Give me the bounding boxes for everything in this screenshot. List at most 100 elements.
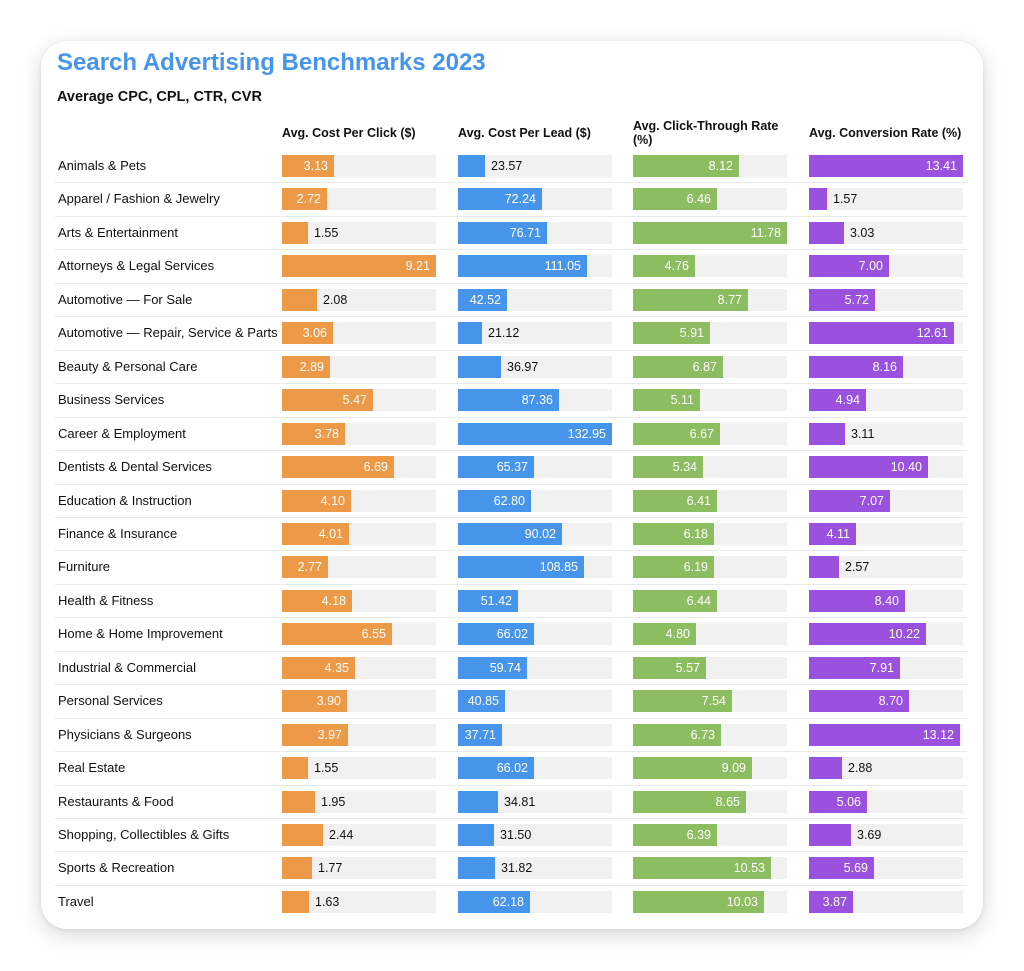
row-separator xyxy=(55,617,967,618)
cpl-value-label: 132.95 xyxy=(567,427,606,441)
cvr-value-label: 10.40 xyxy=(890,460,922,474)
cpl-value-label: 31.50 xyxy=(500,828,532,842)
cpl-bar-track: 51.42 xyxy=(458,590,612,612)
cpc-value-label: 3.90 xyxy=(316,694,341,708)
cvr-bar-track: 5.69 xyxy=(809,857,963,879)
cpl-bar xyxy=(458,188,542,210)
cpl-bar xyxy=(458,523,562,545)
cpl-bar-track: 66.02 xyxy=(458,623,612,645)
cpc-bar xyxy=(282,556,328,578)
cpl-value-label: 72.24 xyxy=(504,192,536,206)
cpl-bar xyxy=(458,322,482,344)
ctr-bar xyxy=(633,456,703,478)
cvr-value-label: 4.94 xyxy=(835,393,860,407)
cvr-bar xyxy=(809,556,839,578)
row-separator xyxy=(55,216,967,217)
cpl-bar-track: 21.12 xyxy=(458,322,612,344)
cvr-bar xyxy=(809,791,867,813)
cpc-bar-track: 9.21 xyxy=(282,255,436,277)
cpl-bar-track: 37.71 xyxy=(458,724,612,746)
cpl-bar-track: 65.37 xyxy=(458,456,612,478)
cvr-value-label: 1.57 xyxy=(833,192,858,206)
row-separator xyxy=(55,283,967,284)
ctr-bar-track: 6.19 xyxy=(633,556,787,578)
cvr-value-label: 7.07 xyxy=(859,494,884,508)
cvr-bar xyxy=(809,857,874,879)
row-separator xyxy=(55,751,967,752)
cpc-bar-track: 4.35 xyxy=(282,657,436,679)
cpc-bar xyxy=(282,623,392,645)
row-label: Business Services xyxy=(58,392,165,407)
ctr-bar-track: 4.76 xyxy=(633,255,787,277)
cpl-bar xyxy=(458,155,485,177)
cpl-bar xyxy=(458,255,587,277)
cpc-bar xyxy=(282,456,394,478)
cvr-bar xyxy=(809,590,905,612)
cvr-bar-track: 7.91 xyxy=(809,657,963,679)
cpl-value-label: 51.42 xyxy=(480,594,512,608)
cvr-value-label: 10.22 xyxy=(888,627,920,641)
cvr-bar-track: 4.11 xyxy=(809,523,963,545)
cvr-bar xyxy=(809,724,960,746)
cpl-value-label: 62.18 xyxy=(492,895,524,909)
cpl-bar xyxy=(458,657,527,679)
row-label: Animals & Pets xyxy=(58,158,147,173)
cpl-bar xyxy=(458,690,505,712)
cpl-bar xyxy=(458,456,534,478)
cpc-bar xyxy=(282,690,347,712)
cpl-bar xyxy=(458,791,498,813)
cpc-bar xyxy=(282,824,323,846)
cpc-bar xyxy=(282,289,317,311)
ctr-bar xyxy=(633,523,714,545)
row-label: Arts & Entertainment xyxy=(58,225,178,240)
cpc-bar-track: 4.18 xyxy=(282,590,436,612)
cpc-value-label: 3.13 xyxy=(303,159,328,173)
ctr-value-label: 8.12 xyxy=(708,159,733,173)
ctr-bar xyxy=(633,623,696,645)
ctr-bar-track: 5.34 xyxy=(633,456,787,478)
cvr-bar xyxy=(809,690,909,712)
cvr-bar-track: 13.41 xyxy=(809,155,963,177)
cvr-value-label: 8.40 xyxy=(874,594,899,608)
ctr-value-label: 6.46 xyxy=(686,192,711,206)
ctr-bar-track: 11.78 xyxy=(633,222,787,244)
row-separator xyxy=(55,550,967,551)
cpc-bar-track: 1.63 xyxy=(282,891,436,913)
ctr-bar-track: 9.09 xyxy=(633,757,787,779)
cpl-bar-track: 66.02 xyxy=(458,757,612,779)
cvr-bar-track: 5.72 xyxy=(809,289,963,311)
cvr-bar-track: 12.61 xyxy=(809,322,963,344)
ctr-value-label: 4.76 xyxy=(664,259,689,273)
cvr-bar-track: 3.11 xyxy=(809,423,963,445)
cpc-value-label: 4.18 xyxy=(321,594,346,608)
cvr-bar-track: 3.03 xyxy=(809,222,963,244)
cpc-bar-track: 1.55 xyxy=(282,757,436,779)
ctr-bar-track: 5.91 xyxy=(633,322,787,344)
row-label: Sports & Recreation xyxy=(58,860,175,875)
row-label: Attorneys & Legal Services xyxy=(58,258,215,273)
cvr-bar xyxy=(809,423,845,445)
row-label: Restaurants & Food xyxy=(58,794,174,809)
cpl-bar xyxy=(458,891,530,913)
cpc-value-label: 5.47 xyxy=(342,393,367,407)
row-separator xyxy=(55,450,967,451)
cvr-value-label: 7.91 xyxy=(869,661,894,675)
cpc-bar-track: 3.97 xyxy=(282,724,436,746)
row-label: Automotive — For Sale xyxy=(58,292,193,307)
cpc-value-label: 2.89 xyxy=(299,360,324,374)
cpl-value-label: 23.57 xyxy=(491,159,523,173)
cvr-value-label: 5.06 xyxy=(836,795,861,809)
cpc-bar-track: 1.95 xyxy=(282,791,436,813)
cpl-value-label: 66.02 xyxy=(496,761,528,775)
cpc-value-label: 1.55 xyxy=(314,226,339,240)
ctr-bar xyxy=(633,657,706,679)
cpc-value-label: 2.44 xyxy=(329,828,354,842)
cpc-bar xyxy=(282,356,330,378)
cvr-bar-track: 1.57 xyxy=(809,188,963,210)
cpc-bar-track: 2.08 xyxy=(282,289,436,311)
cvr-bar xyxy=(809,657,900,679)
cpl-value-label: 42.52 xyxy=(469,293,501,307)
ctr-bar-track: 6.44 xyxy=(633,590,787,612)
cvr-bar-track: 8.16 xyxy=(809,356,963,378)
cpl-value-label: 37.71 xyxy=(464,728,496,742)
